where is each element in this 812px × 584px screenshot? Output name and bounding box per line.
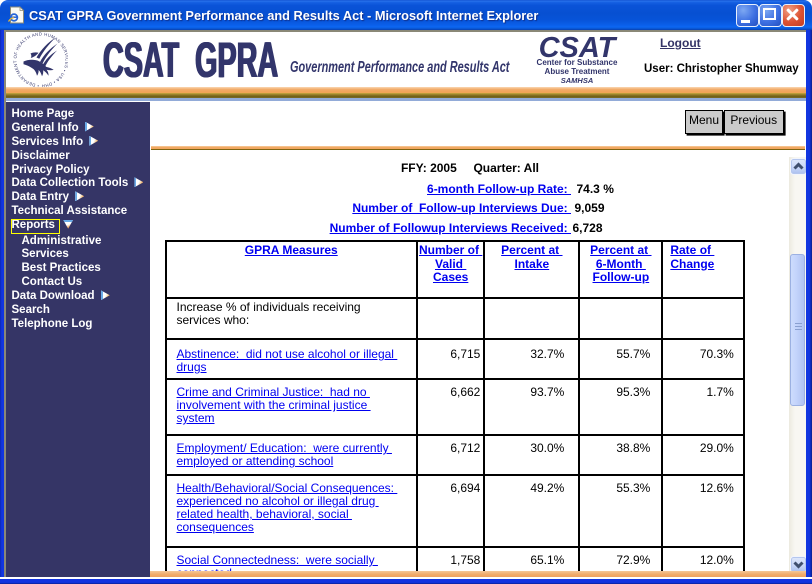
- svg-text:• DEPARTMENT OF HEALTH AND HUM: • DEPARTMENT OF HEALTH AND HUMAN SERVICE…: [12, 31, 68, 89]
